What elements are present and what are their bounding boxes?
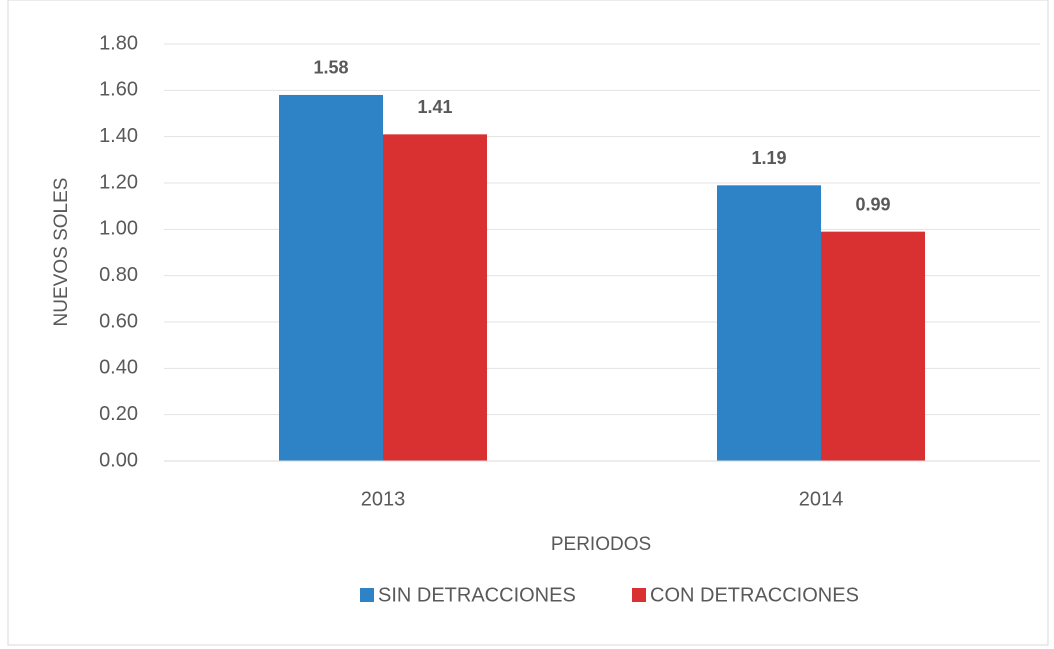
legend-label: CON DETRACCIONES xyxy=(650,584,859,606)
bar xyxy=(821,231,925,461)
x-axis-title: PERIODOS xyxy=(551,534,651,555)
data-label: 1.58 xyxy=(313,58,348,78)
y-tick-label: 0.20 xyxy=(99,403,138,425)
bar xyxy=(383,134,487,461)
y-tick-label: 0.80 xyxy=(99,264,138,286)
bar xyxy=(717,185,821,462)
y-tick-label: 0.40 xyxy=(99,357,138,379)
y-tick-label: 0.60 xyxy=(99,310,138,332)
y-tick-label: 1.80 xyxy=(99,32,138,54)
legend-label: SIN DETRACCIONES xyxy=(378,584,576,606)
y-axis-title: NUEVOS SOLES xyxy=(51,178,72,327)
x-tick-label: 2013 xyxy=(361,488,406,510)
y-tick-label: 1.00 xyxy=(99,218,138,240)
y-tick-label: 0.00 xyxy=(99,449,138,471)
x-tick-label: 2014 xyxy=(799,488,844,510)
data-label: 0.99 xyxy=(855,194,890,214)
y-tick-label: 1.60 xyxy=(99,79,138,101)
data-label: 1.19 xyxy=(751,148,786,168)
y-tick-label: 1.40 xyxy=(99,125,138,147)
bar xyxy=(279,94,383,461)
y-tick-label: 1.20 xyxy=(99,171,138,193)
legend-swatch xyxy=(360,588,374,602)
legend-swatch xyxy=(632,588,646,602)
data-label: 1.41 xyxy=(417,97,452,117)
